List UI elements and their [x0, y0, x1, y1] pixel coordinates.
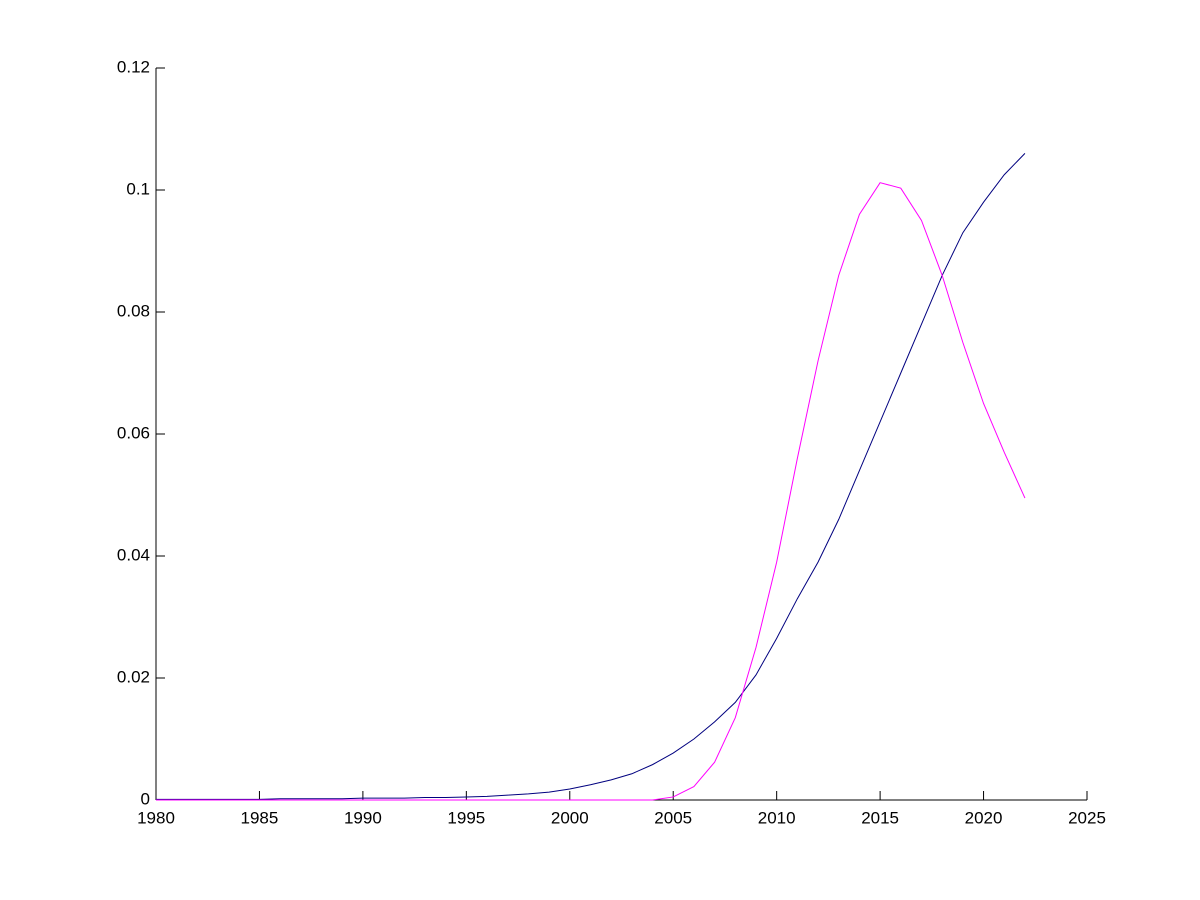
- y-tick-label: 0.08: [117, 301, 150, 320]
- y-tick-label: 0.06: [117, 423, 150, 442]
- series-line: [156, 153, 1026, 800]
- x-tick-label: 2015: [861, 808, 899, 827]
- x-tick-label: 1985: [241, 808, 279, 827]
- x-tick-label: 1980: [137, 808, 175, 827]
- y-tick-label: 0.04: [117, 545, 150, 564]
- x-tick-label: 2025: [1068, 808, 1106, 827]
- y-tick-label: 0.1: [126, 179, 150, 198]
- y-tick-label: 0.12: [117, 57, 150, 76]
- x-tick-label: 2020: [965, 808, 1003, 827]
- x-tick-label: 2005: [654, 808, 692, 827]
- y-tick-label: 0.02: [117, 667, 150, 686]
- x-tick-label: 1990: [344, 808, 382, 827]
- series-line: [156, 182, 1026, 801]
- y-tick-label: 0: [141, 789, 150, 808]
- x-tick-label: 2010: [758, 808, 796, 827]
- x-tick-label: 1995: [447, 808, 485, 827]
- x-tick-label: 2000: [551, 808, 589, 827]
